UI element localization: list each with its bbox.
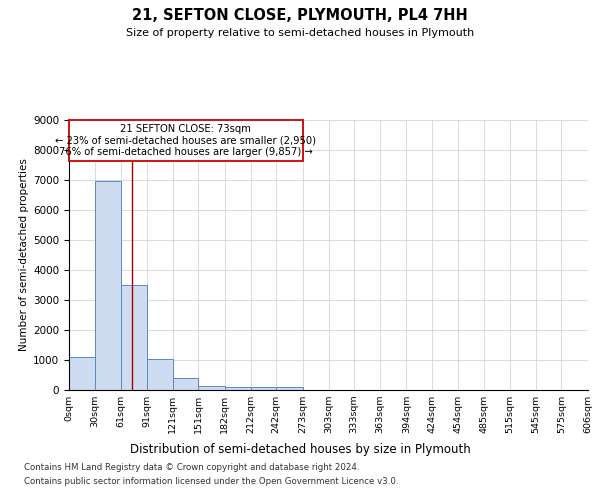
Text: Contains HM Land Registry data © Crown copyright and database right 2024.: Contains HM Land Registry data © Crown c… — [24, 464, 359, 472]
Bar — [199, 386, 225, 390]
Y-axis label: Number of semi-detached properties: Number of semi-detached properties — [19, 158, 29, 352]
Bar — [251, 387, 276, 390]
Text: 76% of semi-detached houses are larger (9,857) →: 76% of semi-detached houses are larger (… — [59, 146, 313, 156]
Bar — [95, 182, 121, 390]
Bar — [147, 360, 173, 390]
Bar — [69, 357, 95, 390]
Bar — [69, 120, 303, 160]
Bar — [276, 387, 303, 390]
Text: ← 23% of semi-detached houses are smaller (2,950): ← 23% of semi-detached houses are smalle… — [55, 135, 316, 145]
Text: Contains public sector information licensed under the Open Government Licence v3: Contains public sector information licen… — [24, 477, 398, 486]
Bar — [173, 378, 199, 390]
Text: 21, SEFTON CLOSE, PLYMOUTH, PL4 7HH: 21, SEFTON CLOSE, PLYMOUTH, PL4 7HH — [132, 8, 468, 22]
Text: 21 SEFTON CLOSE: 73sqm: 21 SEFTON CLOSE: 73sqm — [121, 124, 251, 134]
Text: Distribution of semi-detached houses by size in Plymouth: Distribution of semi-detached houses by … — [130, 442, 470, 456]
Bar — [121, 285, 147, 390]
Text: Size of property relative to semi-detached houses in Plymouth: Size of property relative to semi-detach… — [126, 28, 474, 38]
Bar — [225, 387, 251, 390]
